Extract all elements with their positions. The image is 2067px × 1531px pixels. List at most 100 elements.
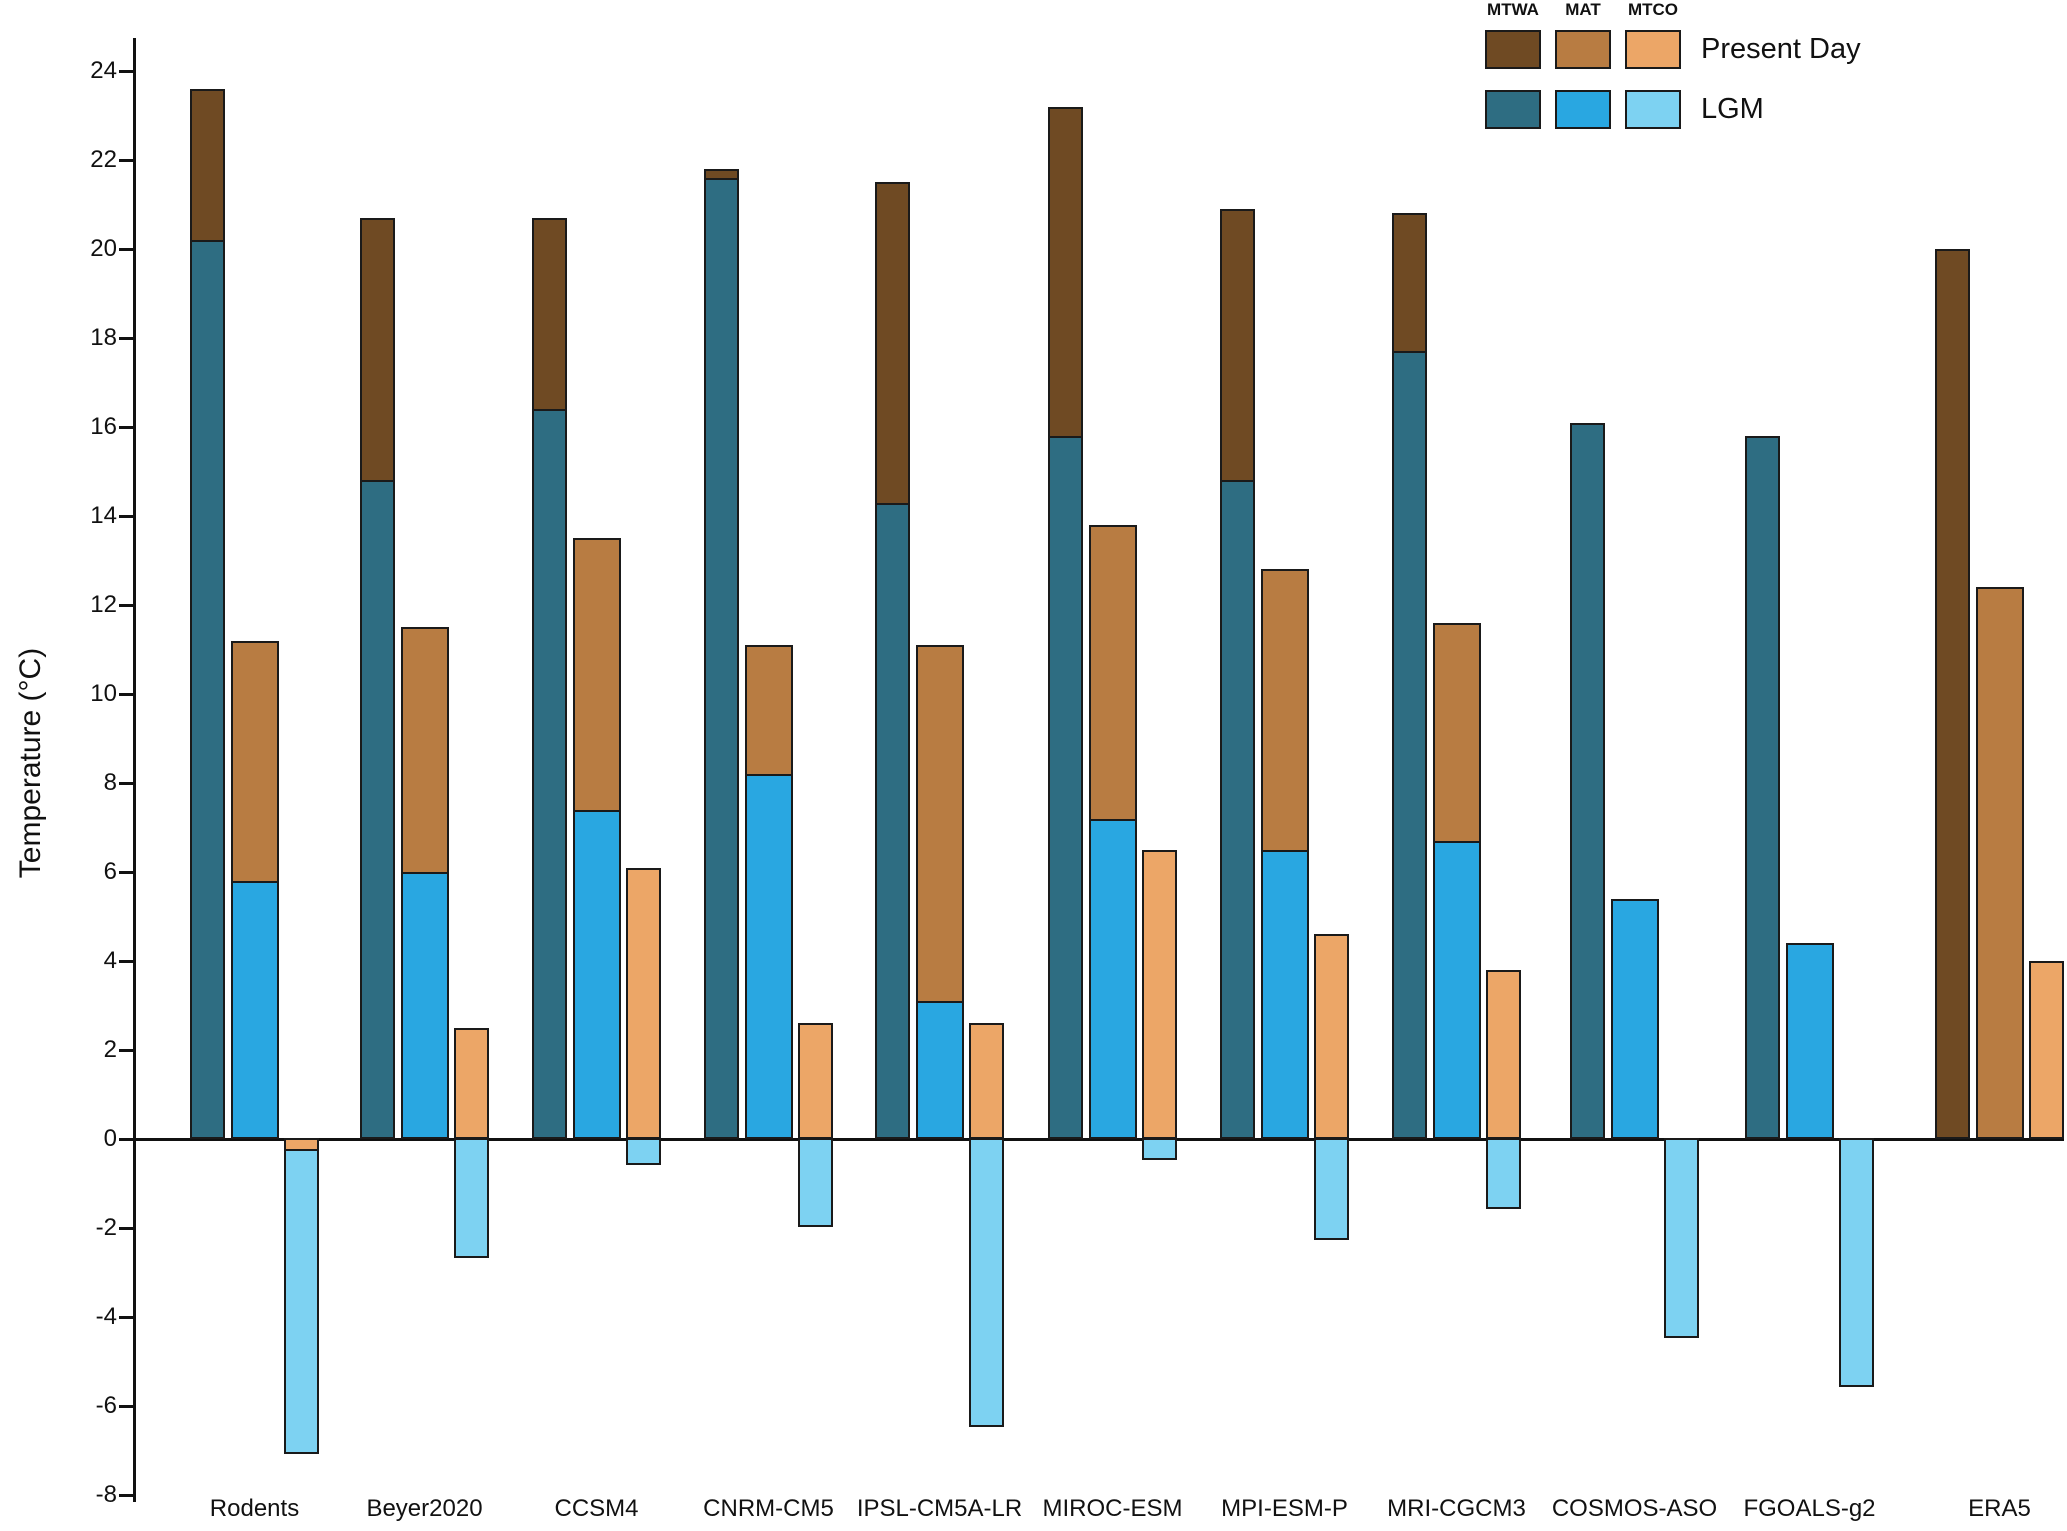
legend-row-present-day: Present Day xyxy=(1485,30,1861,69)
y-tick-2 xyxy=(119,1048,133,1052)
zero-baseline xyxy=(136,1138,2064,1141)
legend-column-headers: MTWA MAT MTCO xyxy=(1485,0,1695,20)
x-label-rodents: Rodents xyxy=(209,1495,300,1522)
y-tick-12 xyxy=(119,603,133,607)
y-tick-6 xyxy=(119,870,133,874)
y-tick-label-10: 10 xyxy=(90,680,117,707)
y-tick--6 xyxy=(119,1404,133,1408)
bar-cnrm-cm5-mat-lgm xyxy=(745,774,793,1139)
bar-ipsl-cm5a-lr-mtco-present-day xyxy=(969,1023,1004,1139)
x-label-mpi-esm-p: MPI-ESM-P xyxy=(1221,1495,1348,1522)
y-tick-label-12: 12 xyxy=(90,591,117,618)
bar-cnrm-cm5-mtco-present-day xyxy=(798,1023,833,1139)
bar-era5-mat-present-day xyxy=(1976,587,2024,1139)
x-label-fgoals-g2: FGOALS-g2 xyxy=(1743,1495,1876,1522)
bar-mpi-esm-p-mat-lgm xyxy=(1261,849,1309,1139)
y-tick-20 xyxy=(119,247,133,251)
bar-rodents-mat-lgm xyxy=(231,880,279,1139)
bar-rodents-mtwa-lgm xyxy=(190,240,225,1139)
bar-cosmos-aso-mat-lgm xyxy=(1611,898,1659,1139)
bar-rodents-mtco-lgm xyxy=(284,1138,319,1454)
y-tick-label-8: 8 xyxy=(103,769,117,796)
bar-rodents-mtco-present-day xyxy=(284,1138,319,1152)
bar-ipsl-cm5a-lr-mtwa-lgm xyxy=(875,502,910,1139)
y-tick-24 xyxy=(119,69,133,73)
x-label-mri-cgcm3: MRI-CGCM3 xyxy=(1387,1495,1526,1522)
y-tick-label-24: 24 xyxy=(90,57,117,84)
lgm-mat-swatch xyxy=(1555,90,1611,129)
bar-fgoals-g2-mtwa-lgm xyxy=(1745,435,1780,1139)
bar-mri-cgcm3-mtwa-lgm xyxy=(1392,351,1427,1139)
legend-label-lgm: LGM xyxy=(1701,93,1764,125)
bar-miroc-esm-mtco-lgm xyxy=(1142,1138,1177,1161)
bar-beyer2020-mtco-lgm xyxy=(454,1138,489,1259)
bar-beyer2020-mat-lgm xyxy=(401,872,449,1139)
y-tick-14 xyxy=(119,514,133,518)
bar-mri-cgcm3-mat-lgm xyxy=(1433,840,1481,1139)
bar-mpi-esm-p-mtwa-lgm xyxy=(1220,480,1255,1139)
x-label-ipsl-cm5a-lr: IPSL-CM5A-LR xyxy=(856,1495,1023,1522)
y-tick-label--6: -6 xyxy=(95,1392,117,1419)
present-day-mat-swatch xyxy=(1555,30,1611,69)
bar-beyer2020-mtwa-lgm xyxy=(360,480,395,1139)
present-day-mtwa-swatch xyxy=(1485,30,1541,69)
x-label-ccsm4: CCSM4 xyxy=(554,1495,639,1522)
bar-cosmos-aso-mtwa-lgm xyxy=(1570,422,1605,1139)
y-tick-4 xyxy=(119,959,133,963)
y-tick-label-6: 6 xyxy=(103,858,117,885)
y-tick--4 xyxy=(119,1315,133,1319)
bar-era5-mtwa-present-day xyxy=(1935,249,1970,1139)
bar-ipsl-cm5a-lr-mtco-lgm xyxy=(969,1138,1004,1428)
y-tick-label-22: 22 xyxy=(90,146,117,173)
y-tick-label-16: 16 xyxy=(90,413,117,440)
y-tick-label--8: -8 xyxy=(95,1481,117,1508)
legend-label-present-day: Present Day xyxy=(1701,33,1861,65)
bar-cnrm-cm5-mtwa-lgm xyxy=(704,177,739,1139)
bar-mpi-esm-p-mtco-present-day xyxy=(1314,934,1349,1139)
bar-beyer2020-mtco-present-day xyxy=(454,1027,489,1139)
bar-miroc-esm-mat-lgm xyxy=(1089,818,1137,1139)
bar-ipsl-cm5a-lr-mat-lgm xyxy=(916,1001,964,1139)
y-axis-title: Temperature (°C) xyxy=(14,647,47,879)
y-tick-label-2: 2 xyxy=(103,1036,117,1063)
bar-miroc-esm-mtwa-lgm xyxy=(1048,435,1083,1139)
bar-fgoals-g2-mtco-lgm xyxy=(1839,1138,1874,1388)
y-tick-label-18: 18 xyxy=(90,324,117,351)
lgm-mtwa-swatch xyxy=(1485,90,1541,129)
y-tick--2 xyxy=(119,1226,133,1230)
y-tick-label--4: -4 xyxy=(95,1303,117,1330)
y-tick-0 xyxy=(119,1137,133,1141)
y-tick-22 xyxy=(119,158,133,162)
bar-miroc-esm-mtco-present-day xyxy=(1142,849,1177,1139)
y-tick-label-4: 4 xyxy=(103,947,117,974)
y-tick-label--2: -2 xyxy=(95,1214,117,1241)
legend-header-mtco: MTCO xyxy=(1627,0,1679,19)
y-tick-10 xyxy=(119,692,133,696)
bar-ccsm4-mtco-present-day xyxy=(626,867,661,1139)
present-day-mtco-swatch xyxy=(1625,30,1681,69)
bar-fgoals-g2-mat-lgm xyxy=(1786,943,1834,1139)
lgm-mtco-swatch xyxy=(1625,90,1681,129)
y-axis-line xyxy=(133,38,136,1502)
x-label-beyer2020: Beyer2020 xyxy=(366,1495,483,1522)
bar-ccsm4-mat-lgm xyxy=(573,809,621,1139)
bar-cosmos-aso-mtco-lgm xyxy=(1664,1138,1699,1339)
x-label-cosmos-aso: COSMOS-ASO xyxy=(1551,1495,1718,1522)
x-label-miroc-esm: MIROC-ESM xyxy=(1042,1495,1183,1522)
y-tick-16 xyxy=(119,425,133,429)
y-tick-label-20: 20 xyxy=(90,235,117,262)
x-label-cnrm-cm5: CNRM-CM5 xyxy=(703,1495,834,1522)
legend-row-lgm: LGM xyxy=(1485,90,1764,129)
bar-ccsm4-mtco-lgm xyxy=(626,1138,661,1165)
bar-mri-cgcm3-mtco-lgm xyxy=(1486,1138,1521,1210)
bar-ccsm4-mtwa-lgm xyxy=(532,409,567,1139)
y-tick-label-14: 14 xyxy=(90,502,117,529)
y-tick--8 xyxy=(119,1493,133,1497)
bar-mri-cgcm3-mtco-present-day xyxy=(1486,969,1521,1139)
bar-era5-mtco-present-day xyxy=(2029,961,2064,1139)
y-tick-18 xyxy=(119,336,133,340)
y-tick-8 xyxy=(119,781,133,785)
legend-header-mat: MAT xyxy=(1565,0,1601,19)
bar-mpi-esm-p-mtco-lgm xyxy=(1314,1138,1349,1241)
